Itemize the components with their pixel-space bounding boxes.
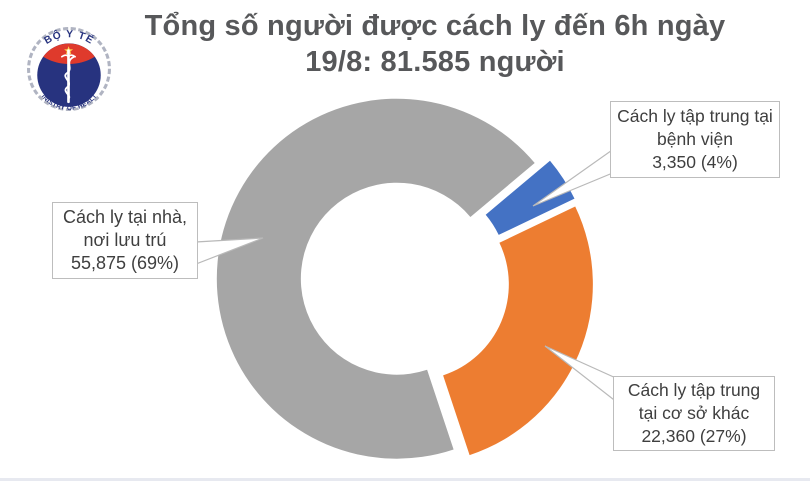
rod-of-asclepius-icon [61,49,76,104]
ministry-of-health-logo: BỘ Y TẾ MINISTRY OF HEALTH [26,26,111,112]
logo-top-text: BỘ Y TẾ [43,28,97,47]
donut-slices [216,98,593,459]
callout-other-line2: tại cơ sở khác [638,403,750,423]
callout-label-other: Cách ly tập trung tại cơ sở khác 22,360 … [613,376,775,451]
callout-home-line1: Cách ly tại nhà, [62,207,188,227]
donut-slice-1 [443,206,593,456]
callout-hospital-line2: bệnh viện [657,129,733,149]
wreath-ring [27,27,111,111]
callout-hospital-value: 3,350 (4%) [652,152,738,172]
donut-slice-2 [216,98,535,459]
callout-label-hospital: Cách ly tập trung tại bệnh viện 3,350 (4… [610,101,780,178]
callout-other-value: 22,360 (27%) [641,426,747,446]
chart-title-line1: Tổng số người được cách ly đến 6h ngày [144,10,726,42]
callout-label-home: Cách ly tại nhà, nơi lưu trú 55,875 (69%… [52,202,198,279]
callout-other-line1: Cách ly tập trung [627,380,761,400]
bottom-edge-strip [0,478,810,481]
chart-title-line2: 19/8: 81.585 người [305,46,565,78]
callout-home-line2: nơi lưu trú [83,230,167,250]
chart-title: Tổng số người được cách ly đến 6h ngày 1… [58,8,810,80]
callout-home-value: 55,875 (69%) [70,253,180,273]
donut-slice-0 [485,160,575,235]
callout-hospital-line1: Cách ly tập trung tại [617,106,773,126]
